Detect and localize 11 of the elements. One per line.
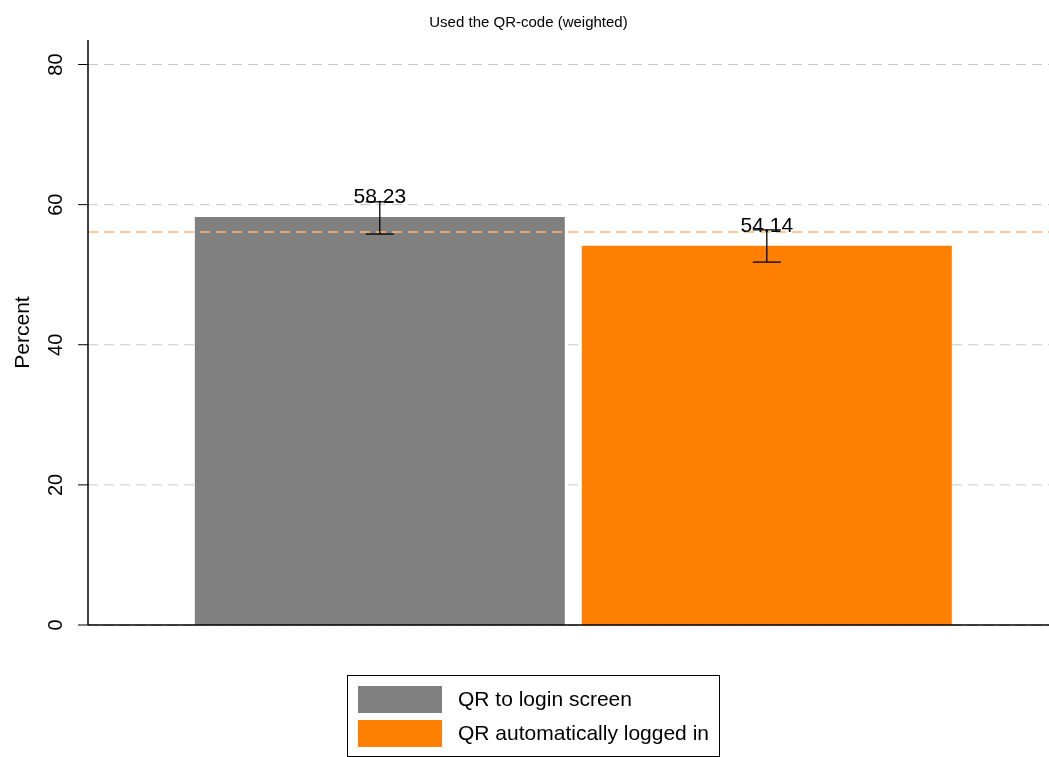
data-label: 54.14 <box>740 212 794 236</box>
legend-label: QR automatically logged in <box>458 721 709 745</box>
y-tick-label: 0 <box>44 619 66 631</box>
data-label: 58.23 <box>353 184 407 208</box>
y-tick-label: 40 <box>44 333 66 356</box>
chart-title: Used the QR-code (weighted) <box>428 12 629 32</box>
y-tick-label: 80 <box>44 53 66 76</box>
y-tick-label: 20 <box>44 473 66 497</box>
legend-label: QR to login screen <box>458 687 632 711</box>
y-tick-label: 60 <box>44 193 66 216</box>
y-axis-title: Percent <box>10 296 34 369</box>
